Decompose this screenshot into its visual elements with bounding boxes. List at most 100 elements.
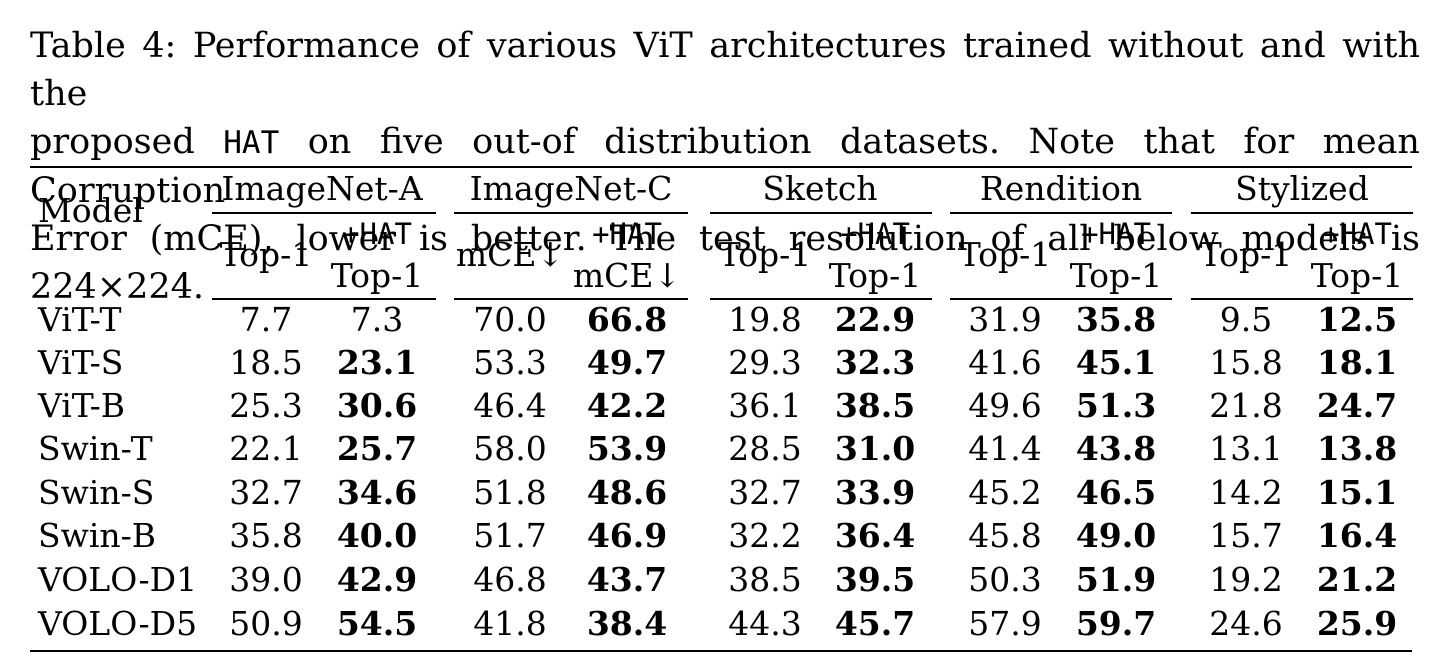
row-model-name: ViT-T (38, 300, 122, 339)
table-cell: 14.2 (1209, 473, 1283, 512)
subheader-plus-hat: +HAT (592, 217, 662, 251)
table-cell: 32.7 (229, 473, 303, 512)
table-cell: 45.8 (968, 516, 1042, 555)
table-cell: 46.4 (473, 386, 547, 425)
table-cell: 51.3 (1075, 386, 1157, 425)
table-cell: 66.8 (586, 300, 668, 339)
row-model-name: ViT-S (38, 343, 124, 382)
table-cell: 7.7 (239, 300, 293, 339)
subheader-plus-hat: +HAT (1322, 217, 1392, 251)
subheader-plus-hat: +HAT (1081, 217, 1151, 251)
table-cell: 51.7 (473, 516, 547, 555)
top-rule (30, 166, 1412, 168)
table-cell: 38.5 (834, 386, 916, 425)
table-cell: 25.3 (229, 386, 303, 425)
subheader-rule-stylized (1191, 298, 1413, 300)
caption-line-3: Error (mCE), lower is better. The test r… (30, 219, 1420, 307)
table-cell: 53.3 (473, 343, 547, 382)
table-cell: 25.9 (1316, 604, 1398, 643)
table-cell: 22.1 (229, 429, 303, 468)
caption-hat-mono: HAT (223, 125, 280, 161)
table-cell: 19.2 (1209, 560, 1283, 599)
subheader-hat-top1: Top-1 (828, 256, 922, 295)
table-cell: 32.7 (728, 473, 802, 512)
table-cell: 45.1 (1075, 343, 1157, 382)
table-cell: 38.5 (728, 560, 802, 599)
table-cell: 31.0 (834, 429, 916, 468)
header-model: Model (38, 191, 143, 230)
header-group-stylized: Stylized (1235, 169, 1369, 208)
table-cell: 31.9 (968, 300, 1042, 339)
row-model-name: Swin-B (38, 516, 157, 555)
table-cell: 25.7 (336, 429, 418, 468)
table-cell: 46.5 (1075, 473, 1157, 512)
row-model-name: VOLO-D5 (38, 604, 198, 643)
header-group-rendition: Rendition (979, 169, 1143, 208)
table-cell: 32.2 (728, 516, 802, 555)
table-cell: 41.4 (968, 429, 1042, 468)
row-model-name: Swin-S (38, 473, 155, 512)
table-cell: 16.4 (1316, 516, 1398, 555)
table-cell: 45.2 (968, 473, 1042, 512)
table-cell: 43.8 (1075, 429, 1157, 468)
table-cell: 38.4 (586, 604, 668, 643)
table-cell: 15.8 (1209, 343, 1283, 382)
group-rule-imagenet-c (454, 212, 688, 214)
caption-line-2: proposed HAT on five out-of distribution… (30, 118, 1420, 215)
table-cell: 59.7 (1075, 604, 1157, 643)
caption-line-2-post: on five out-of distribution datasets. No… (30, 122, 1420, 211)
caption-line-1: Table 4: Performance of various ViT arch… (30, 26, 1420, 114)
table-cell: 42.9 (336, 560, 418, 599)
table-cell: 32.3 (834, 343, 916, 382)
table-cell: 30.6 (336, 386, 418, 425)
subheader-hat-top1: Top-1 (330, 256, 424, 295)
table-cell: 18.1 (1316, 343, 1398, 382)
table-cell: 21.2 (1316, 560, 1398, 599)
table-cell: 41.6 (968, 343, 1042, 382)
table-cell: 39.5 (834, 560, 916, 599)
table-cell: 51.9 (1075, 560, 1157, 599)
table-cell: 57.9 (968, 604, 1042, 643)
table-cell: 35.8 (229, 516, 303, 555)
table-cell: 19.8 (728, 300, 802, 339)
subheader-baseline-top1: Top-1 (219, 235, 313, 274)
table-cell: 48.6 (586, 473, 668, 512)
subheader-hat-top1: Top-1 (1310, 256, 1404, 295)
subheader-rule-rendition (950, 298, 1172, 300)
bottom-rule (30, 650, 1412, 652)
table-cell: 46.8 (473, 560, 547, 599)
table-cell: 29.3 (728, 343, 802, 382)
subheader-baseline-top1: Top-1 (958, 235, 1052, 274)
table-cell: 54.5 (336, 604, 418, 643)
row-model-name: Swin-T (38, 429, 153, 468)
subheader-baseline-top1: Top-1 (1199, 235, 1293, 274)
table-caption: Table 4: Performance of various ViT arch… (30, 22, 1420, 311)
table-cell: 12.5 (1316, 300, 1398, 339)
subheader-plus-hat: +HAT (342, 217, 412, 251)
group-rule-stylized (1191, 212, 1413, 214)
table-cell: 49.6 (968, 386, 1042, 425)
table-cell: 49.7 (586, 343, 668, 382)
subheader-plus-hat: +HAT (840, 217, 910, 251)
table-cell: 15.7 (1209, 516, 1283, 555)
table-cell: 24.7 (1316, 386, 1398, 425)
group-rule-sketch (710, 212, 932, 214)
header-group-imagenet-a: ImageNet-A (221, 169, 423, 208)
table-cell: 58.0 (473, 429, 547, 468)
subheader-rule-sketch (710, 298, 932, 300)
table-cell: 18.5 (229, 343, 303, 382)
table-cell: 51.8 (473, 473, 547, 512)
row-model-name: ViT-B (38, 386, 125, 425)
header-group-imagenet-c: ImageNet-C (469, 169, 673, 208)
table-cell: 43.7 (586, 560, 668, 599)
table-cell: 70.0 (473, 300, 547, 339)
table-cell: 21.8 (1209, 386, 1283, 425)
table-cell: 50.3 (968, 560, 1042, 599)
table-cell: 40.0 (336, 516, 418, 555)
subheader-rule-imagenet-c (454, 298, 688, 300)
table-cell: 23.1 (336, 343, 418, 382)
group-rule-rendition (950, 212, 1172, 214)
table-cell: 33.9 (834, 473, 916, 512)
table-cell: 36.4 (834, 516, 916, 555)
